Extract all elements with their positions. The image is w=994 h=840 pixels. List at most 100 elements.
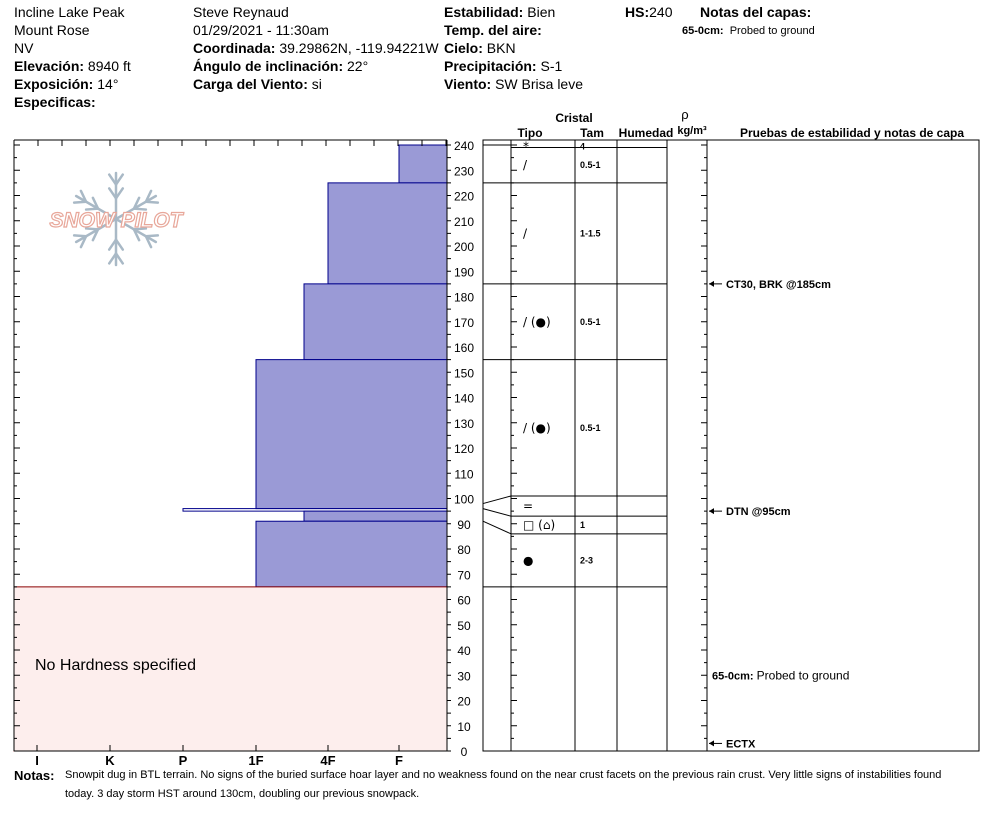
- hardness-profile: [13, 144, 448, 752]
- depth-tick-label: 240: [454, 139, 474, 153]
- size-header: Tam: [580, 126, 604, 140]
- snowflake-branch: [107, 238, 118, 251]
- snowflake-branch: [144, 189, 153, 203]
- table-frame: [482, 139, 980, 752]
- depth-tick-label: 230: [454, 164, 474, 178]
- snowflake-branch: [144, 235, 153, 249]
- snowflake-branch: [144, 234, 160, 238]
- snowpilot-logo: SNOW PILOT: [49, 171, 185, 267]
- crystal-type: ●: [523, 553, 533, 567]
- location-info: Incline Lake Peak Mount Rose NV Elevació…: [14, 3, 131, 111]
- depth-tick-label: 210: [454, 215, 474, 229]
- crystal-size: 0.5-1: [580, 423, 601, 433]
- specifics: Especificas:: [14, 94, 96, 110]
- snowflake-branch: [91, 228, 100, 242]
- depth-tick-label: 40: [457, 644, 471, 658]
- snowflake-branch: [107, 187, 118, 200]
- depth-tick-label: 180: [454, 291, 474, 305]
- snowflake-arm: [74, 194, 118, 221]
- snowflake-branch: [84, 227, 100, 231]
- crystal-size: 0.5-1: [580, 317, 601, 327]
- no-hardness-label: No Hardness specified: [35, 657, 196, 674]
- snowflake-arm: [114, 217, 158, 244]
- test-arrowhead: [709, 280, 714, 287]
- depth-tick-label: 170: [454, 316, 474, 330]
- snowflake-branch: [91, 196, 100, 210]
- density-symbol: ρ: [681, 107, 688, 122]
- snowflake-branch: [114, 252, 125, 265]
- snow-profile-chart: SNOW PILOT 0 10 20 30 40 50 60 70 80 90 100 110 120 1…: [13, 107, 980, 766]
- sky-cover: Cielo: BKN: [444, 40, 516, 56]
- humidity-header: Humedad: [619, 126, 674, 140]
- snowflake-branch: [114, 187, 125, 200]
- crystal-size: 4: [580, 141, 585, 151]
- depth-tick-label: 20: [457, 695, 471, 709]
- depth-tick-label: 110: [454, 467, 473, 481]
- aspect: Exposición: 14°: [14, 76, 119, 92]
- hardness-tick-label: K: [105, 753, 115, 766]
- depth-tick-label: 100: [454, 493, 474, 507]
- hardness-layer: [398, 144, 448, 184]
- layer-notes-title: Notas del capas:: [700, 4, 812, 20]
- depth-tick-label: 140: [454, 392, 474, 406]
- hardness-layer: [327, 182, 448, 285]
- wind-loading: Carga del Viento: si: [193, 76, 322, 92]
- hardness-layer: [255, 359, 448, 510]
- layer-comment-range: 65-0cm:: [712, 670, 757, 682]
- stability-test-label: ECTX: [726, 738, 756, 750]
- hardness-tick-label: I: [35, 753, 39, 766]
- snowflake-branch: [72, 234, 88, 238]
- notes-label: Notas:: [14, 768, 55, 783]
- profile-grid: 0 10 20 30 40 50 60 70 80 90 100 110 120 130 140 150 160…: [13, 139, 980, 766]
- depth-tick-label: 30: [457, 669, 471, 683]
- snowflake-arm: [74, 217, 118, 244]
- location-name: Incline Lake Peak: [14, 4, 125, 20]
- depth-tick-label: 70: [457, 568, 471, 582]
- test-arrowhead: [709, 508, 714, 515]
- coordinates: Coordinada: 39.29862N, -119.94221W: [193, 40, 439, 56]
- crystal-size: 2-3: [580, 555, 593, 565]
- snowflake-branch: [132, 196, 141, 210]
- layer-notes-summary: 65-0cm: Probed to ground: [682, 25, 815, 37]
- density-unit: kg/m³: [677, 125, 707, 137]
- crystal-size: 1-1.5: [580, 228, 601, 238]
- depth-connector: [482, 520, 512, 535]
- snow-height: HS:240: [625, 4, 673, 20]
- depth-tick-label: 80: [457, 543, 471, 557]
- no-hardness-region: [13, 586, 448, 752]
- crystal-size: 0.5-1: [580, 160, 601, 170]
- crystal-type: =: [523, 499, 533, 513]
- depth-tick-label: 90: [457, 518, 471, 532]
- test-arrowhead: [709, 740, 714, 747]
- crystal-header: Cristal: [555, 111, 592, 125]
- crystal-type: *: [523, 139, 529, 153]
- layer-comment-text: Probed to ground: [757, 668, 850, 682]
- hardness-layer: [255, 520, 448, 588]
- elevation: Elevación: 8940 ft: [14, 58, 131, 74]
- depth-tick-label: 50: [457, 619, 471, 633]
- snowflake-branch: [132, 207, 148, 211]
- snowflake-branch: [79, 235, 88, 249]
- logo-text: SNOW PILOT: [50, 209, 185, 232]
- stability: Estabilidad: Bien: [444, 4, 556, 20]
- crystal-type: /: [523, 158, 528, 172]
- hardness-tick-label: 4F: [320, 753, 335, 766]
- snowflake-branch: [79, 189, 88, 203]
- hardness-tick-label: P: [179, 753, 188, 766]
- notes-section: Notas: Snowpit dug in BTL terrain. No si…: [14, 766, 974, 800]
- depth-tick-label: 200: [454, 240, 474, 254]
- depth-tick-label: 120: [454, 442, 474, 456]
- type-header: Tipo: [517, 126, 542, 140]
- notes-text: Snowpit dug in BTL terrain. No signs of …: [65, 769, 942, 800]
- hardness-layer: [303, 510, 448, 522]
- observer-info: Steve Reynaud 01/29/2021 - 11:30am Coord…: [193, 3, 439, 93]
- depth-tick-label: 130: [454, 417, 474, 431]
- snowflake-branch: [114, 238, 125, 251]
- depth-tick-label: 150: [454, 366, 474, 380]
- air-temperature: Temp. del aire:: [444, 22, 542, 38]
- depth-tick-label: 60: [457, 594, 471, 608]
- crystal-type: /: [523, 226, 528, 240]
- snowflake-branch: [107, 173, 118, 186]
- snowflake-branch: [114, 173, 125, 186]
- stability-test-label: DTN @95cm: [726, 506, 791, 518]
